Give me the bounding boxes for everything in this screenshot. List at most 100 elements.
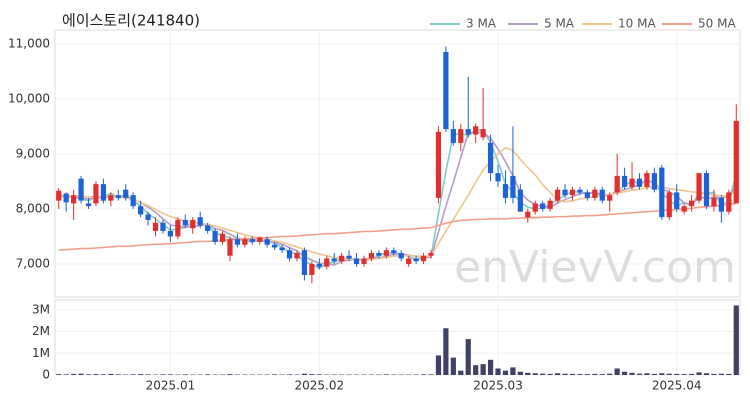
volume-bar [480, 364, 486, 375]
volume-bar [108, 373, 114, 375]
volume-bar [554, 373, 561, 375]
volume-bar [138, 374, 144, 375]
volume-bar [607, 373, 613, 375]
candle-body [502, 184, 509, 198]
volume-bar [510, 367, 516, 375]
candle-body [495, 173, 501, 182]
volume-bar [525, 372, 531, 375]
volume-bar [495, 368, 501, 375]
volume-bar [115, 374, 121, 375]
volume-bar [160, 374, 166, 375]
candle-body [398, 252, 404, 259]
candle-body [517, 189, 523, 212]
candle-body [406, 258, 412, 264]
candle-body [219, 233, 226, 242]
candle-body [413, 258, 419, 262]
y-tick-label: 11,000 [8, 36, 50, 50]
volume-bar [309, 374, 315, 375]
volume-bar [621, 371, 628, 375]
candle-body [309, 263, 315, 275]
volume-bar [703, 373, 710, 375]
candle-body [212, 230, 218, 242]
volume-bar [674, 373, 680, 375]
candle-body [249, 239, 255, 242]
volume-bar [517, 371, 523, 375]
candle-body [93, 184, 99, 204]
volume-bar [599, 374, 605, 375]
candle-body [391, 250, 397, 253]
volume-bar [443, 328, 449, 375]
legend-label: 10 MA [618, 17, 656, 31]
candle-body [100, 184, 107, 201]
candle-body [428, 252, 434, 256]
volume-bar [85, 374, 92, 375]
candle-body [301, 250, 308, 275]
candle-body [316, 263, 322, 267]
volume-bar [450, 357, 456, 375]
candle-body [458, 129, 464, 143]
volume-bar [718, 373, 724, 375]
volume-bar [286, 374, 293, 375]
candle-body [294, 252, 300, 259]
volume-bar [577, 374, 583, 375]
volume-bar [458, 370, 464, 375]
volume-bar [547, 373, 553, 375]
candle-body [78, 178, 84, 201]
volume-bar [569, 373, 576, 375]
candle-body [688, 200, 695, 207]
candle-body [681, 206, 687, 212]
candle-body [279, 247, 285, 251]
volume-tick-label: 3M [32, 302, 50, 316]
candle-body [242, 239, 248, 245]
candle-body [569, 189, 576, 196]
ma-line [58, 146, 737, 261]
candle-body [272, 244, 278, 248]
x-tick-label: 2025.02 [295, 379, 345, 393]
candle-body [547, 200, 553, 209]
candle-body [554, 189, 561, 201]
volume-bar [584, 374, 590, 375]
candle-body [368, 252, 375, 259]
candle-body [420, 255, 427, 262]
x-tick-label: 2025.01 [146, 379, 196, 393]
candle-body [197, 217, 203, 226]
candle-body [160, 222, 166, 231]
candle-body [175, 219, 181, 237]
volume-bar [78, 373, 84, 375]
candle-body [190, 219, 196, 229]
candle-body [487, 142, 494, 174]
x-tick-label: 2025.03 [473, 379, 523, 393]
candle-body [361, 258, 367, 264]
volume-bar [644, 373, 650, 375]
candle-body [443, 52, 449, 130]
candle-body [152, 222, 159, 231]
volume-bar [316, 374, 322, 375]
watermark: enVievV.com [454, 242, 736, 293]
y-tick-label: 7,000 [16, 256, 50, 270]
volume-bar [532, 373, 538, 375]
volume-bar [63, 374, 69, 375]
candle-body [130, 195, 136, 207]
candle-body [659, 167, 665, 218]
volume-bar [93, 374, 99, 375]
candle-body [138, 206, 144, 215]
volume-bar [681, 374, 687, 375]
candle-body [234, 239, 241, 245]
candle-body [607, 195, 613, 201]
candle-body [331, 258, 337, 262]
candle-body [167, 230, 174, 237]
legend-label: 5 MA [544, 17, 575, 31]
x-tick-label: 2025.04 [652, 379, 702, 393]
candle-body [703, 173, 710, 207]
volume-bar [182, 374, 188, 375]
candle-body [711, 197, 717, 207]
price-panel [54, 29, 741, 298]
candle-body [644, 173, 650, 187]
volume-bar [130, 374, 136, 375]
volume-bar [100, 374, 107, 375]
candle-body [577, 189, 583, 193]
volume-bar [502, 370, 509, 375]
volume-bar [540, 373, 546, 375]
candle-body [182, 219, 188, 226]
